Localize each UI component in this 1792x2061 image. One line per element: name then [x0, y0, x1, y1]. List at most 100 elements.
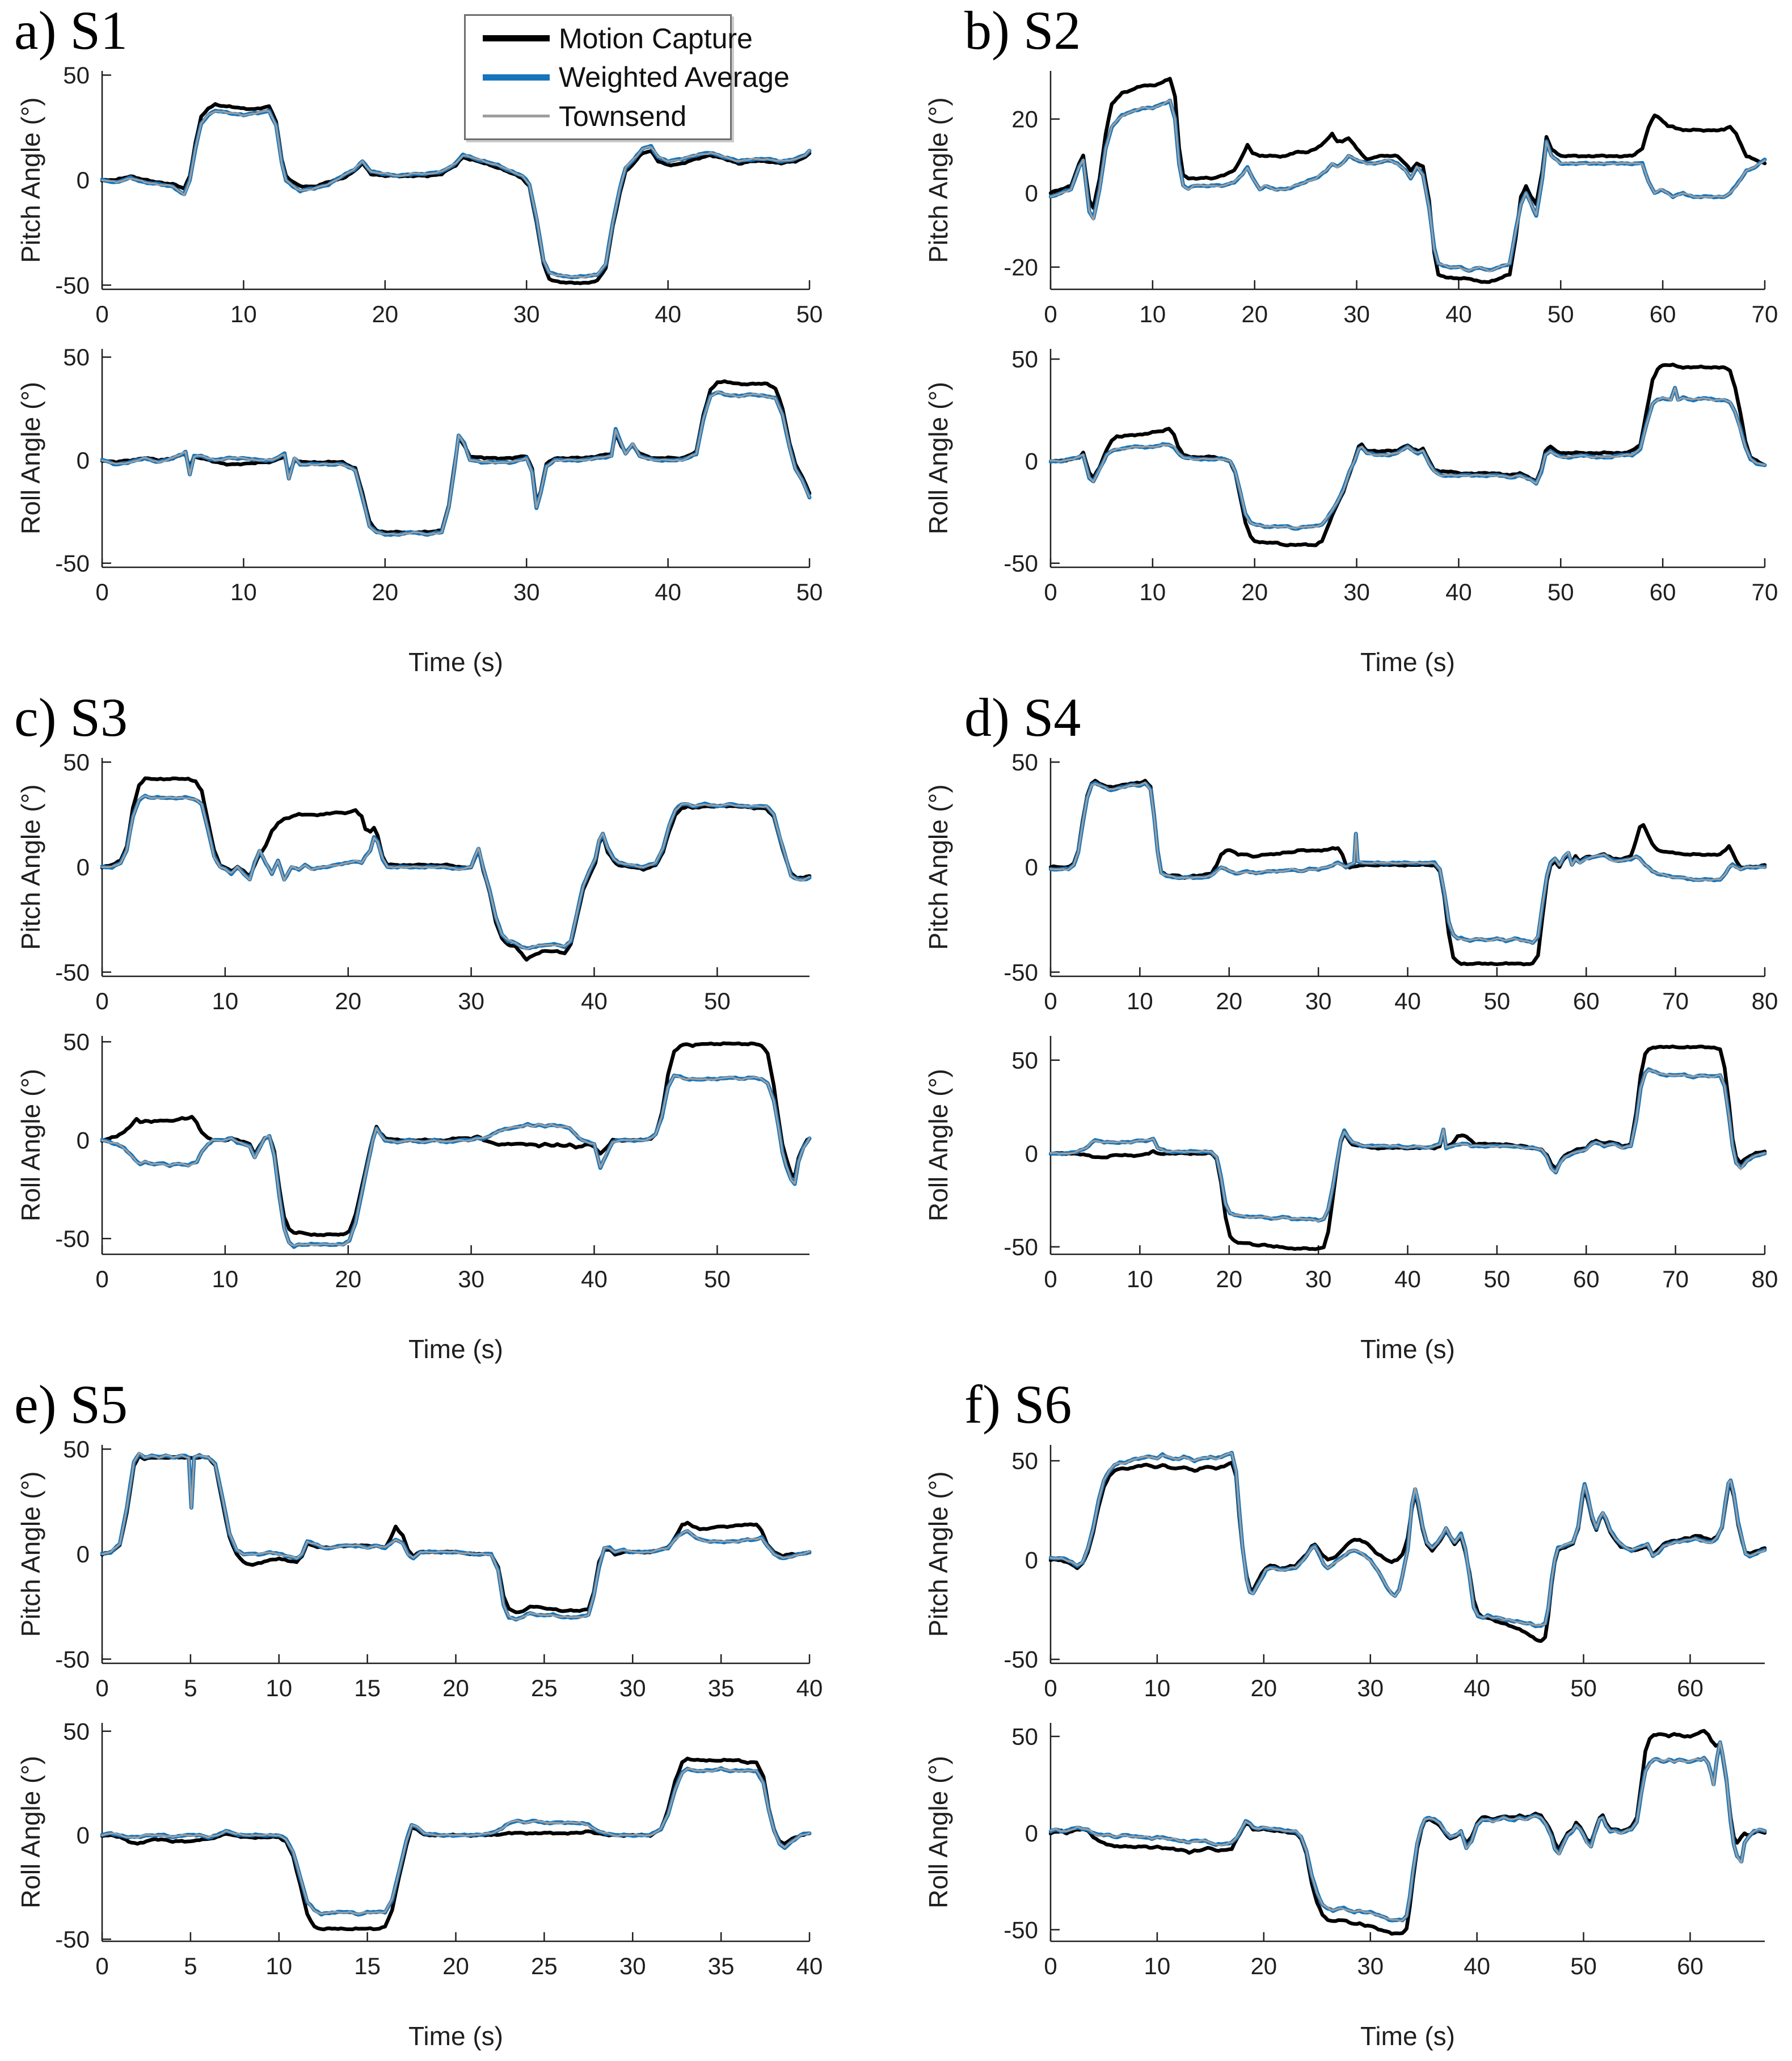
svg-text:25: 25 — [531, 1675, 558, 1701]
svg-text:10: 10 — [1144, 1675, 1171, 1701]
svg-text:50: 50 — [63, 62, 90, 88]
svg-text:0: 0 — [1025, 1820, 1038, 1847]
svg-text:0: 0 — [1044, 988, 1057, 1014]
svg-text:30: 30 — [1357, 1675, 1384, 1701]
svg-text:0: 0 — [1044, 579, 1057, 605]
svg-text:40: 40 — [1445, 579, 1472, 605]
svg-text:Time (s): Time (s) — [1360, 2021, 1455, 2051]
svg-text:Pitch Angle (°): Pitch Angle (°) — [16, 98, 45, 263]
svg-text:35: 35 — [708, 1675, 735, 1701]
svg-text:Pitch Angle (°): Pitch Angle (°) — [924, 785, 953, 950]
svg-text:0: 0 — [1025, 1547, 1038, 1574]
svg-text:20: 20 — [1250, 1953, 1277, 1979]
svg-text:50: 50 — [1011, 1723, 1038, 1750]
svg-text:20: 20 — [1216, 1266, 1242, 1292]
svg-text:0: 0 — [1044, 1266, 1057, 1292]
svg-text:60: 60 — [1650, 301, 1676, 327]
svg-text:50: 50 — [63, 344, 90, 370]
svg-text:70: 70 — [1662, 1266, 1689, 1292]
svg-text:25: 25 — [531, 1953, 558, 1979]
legend-label: Motion Capture — [559, 22, 753, 54]
svg-text:50: 50 — [63, 1718, 90, 1744]
svg-text:-50: -50 — [55, 272, 90, 298]
svg-text:-50: -50 — [55, 1926, 90, 1953]
panel-title-s6: f) S6 — [964, 1374, 1072, 1435]
svg-text:30: 30 — [619, 1675, 646, 1701]
svg-text:Roll Angle (°): Roll Angle (°) — [924, 1069, 953, 1221]
svg-text:30: 30 — [1343, 579, 1370, 605]
panel-s1: a) S1 -50 0 50 0 10 20 30 40 50 Pitch Angle (°) -… — [0, 0, 884, 687]
svg-text:20: 20 — [442, 1675, 469, 1701]
legend-label: Weighted Average — [559, 61, 790, 93]
svg-text:-50: -50 — [1003, 1916, 1038, 1943]
svg-text:10: 10 — [265, 1953, 292, 1979]
svg-text:0: 0 — [95, 301, 108, 327]
svg-text:Time (s): Time (s) — [408, 647, 503, 677]
svg-text:10: 10 — [230, 301, 257, 327]
svg-text:0: 0 — [95, 1675, 108, 1701]
svg-text:0: 0 — [77, 447, 90, 474]
svg-text:5: 5 — [184, 1675, 197, 1701]
svg-text:60: 60 — [1650, 579, 1676, 605]
svg-text:Roll Angle (°): Roll Angle (°) — [924, 1756, 953, 1908]
svg-text:0: 0 — [77, 1541, 90, 1567]
svg-text:50: 50 — [704, 1266, 731, 1292]
panel-title-s4: d) S4 — [964, 687, 1081, 748]
svg-text:10: 10 — [1139, 579, 1166, 605]
svg-text:30: 30 — [1305, 1266, 1332, 1292]
svg-text:60: 60 — [1677, 1953, 1704, 1979]
svg-text:0: 0 — [1044, 1953, 1057, 1979]
svg-text:Pitch Angle (°): Pitch Angle (°) — [16, 785, 45, 950]
svg-text:Time (s): Time (s) — [1360, 1334, 1455, 1364]
svg-text:20: 20 — [372, 301, 398, 327]
panel-s4: d) S4 -50 0 50 0 10 20 30 40 50 60 70 80 Pitch Angle… — [908, 687, 1792, 1374]
svg-text:20: 20 — [335, 988, 361, 1014]
svg-text:0: 0 — [1044, 301, 1057, 327]
svg-text:-50: -50 — [1003, 550, 1038, 577]
svg-text:50: 50 — [796, 301, 823, 327]
svg-text:50: 50 — [1548, 301, 1574, 327]
svg-text:50: 50 — [63, 749, 90, 775]
svg-text:0: 0 — [77, 167, 90, 193]
svg-text:0: 0 — [95, 1953, 108, 1979]
svg-text:30: 30 — [1357, 1953, 1384, 1979]
panel-s3: c) S3 -50 0 50 0 10 20 30 40 50 Pitch Angle (°) -… — [0, 687, 884, 1374]
svg-text:Time (s): Time (s) — [408, 1334, 503, 1364]
svg-text:0: 0 — [95, 579, 108, 605]
svg-text:50: 50 — [1570, 1953, 1597, 1979]
svg-text:Roll Angle (°): Roll Angle (°) — [16, 1069, 45, 1221]
svg-text:20: 20 — [335, 1266, 361, 1292]
svg-text:10: 10 — [1144, 1953, 1171, 1979]
svg-text:50: 50 — [1484, 1266, 1511, 1292]
svg-text:30: 30 — [1305, 988, 1332, 1014]
svg-text:20: 20 — [1216, 988, 1242, 1014]
svg-text:0: 0 — [1025, 448, 1038, 475]
svg-text:50: 50 — [1011, 1448, 1038, 1474]
svg-text:10: 10 — [212, 1266, 239, 1292]
svg-text:Pitch Angle (°): Pitch Angle (°) — [16, 1472, 45, 1637]
svg-text:20: 20 — [1011, 106, 1038, 133]
svg-text:40: 40 — [581, 988, 608, 1014]
svg-text:70: 70 — [1752, 579, 1778, 605]
svg-text:35: 35 — [708, 1953, 735, 1979]
svg-text:0: 0 — [95, 1266, 108, 1292]
panel-title-s5: e) S5 — [14, 1374, 128, 1435]
svg-text:40: 40 — [1445, 301, 1472, 327]
svg-text:0: 0 — [1025, 854, 1038, 880]
svg-text:Time (s): Time (s) — [1360, 647, 1455, 677]
svg-text:10: 10 — [1127, 1266, 1153, 1292]
svg-text:40: 40 — [655, 579, 681, 605]
legend-entry-townsend: Townsend — [466, 100, 730, 133]
svg-text:10: 10 — [212, 988, 239, 1014]
svg-text:20: 20 — [372, 579, 398, 605]
svg-text:40: 40 — [581, 1266, 608, 1292]
svg-text:10: 10 — [230, 579, 257, 605]
svg-text:80: 80 — [1752, 1266, 1778, 1292]
